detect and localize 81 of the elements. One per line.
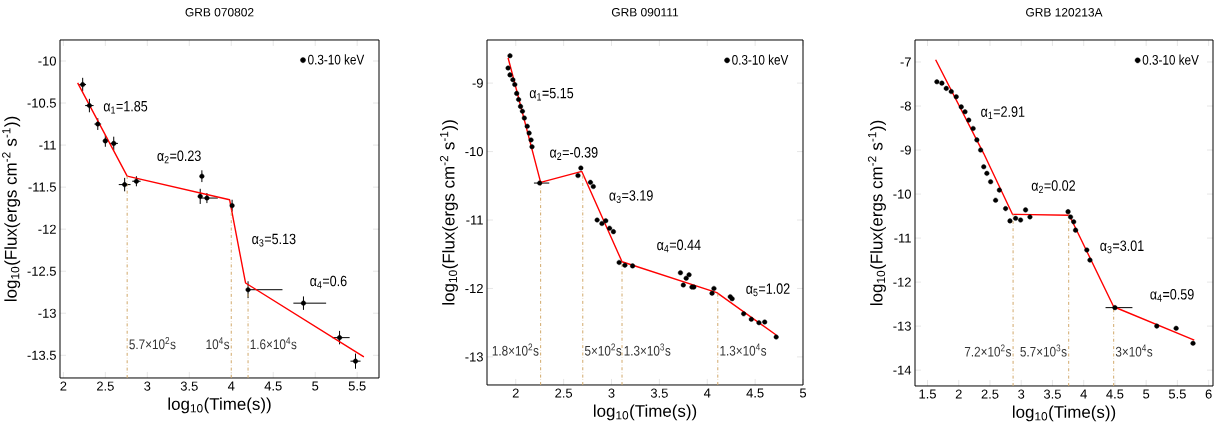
y-axis-title: log$_{10}$(Flux(ergs cm$^{-2}$ s$^{-1}$)) <box>2 116 21 302</box>
ref-line-label: 5×10$^{2}$s <box>584 343 622 356</box>
legend-label: 0.3-10 keV <box>1142 54 1199 65</box>
x-tick-label: 3.5 <box>650 388 668 398</box>
y-tick-label: -13 <box>893 321 911 331</box>
x-tick-label: 5 <box>312 381 319 391</box>
y-tick-label: -9 <box>472 78 483 88</box>
y-axis-title: log$_{10}$(Flux(ergs cm$^{-2}$ s$^{-1}$)) <box>439 120 458 305</box>
x-tick-label: 3.5 <box>180 381 198 391</box>
ref-line-label: 1.3×10$^{3}$s <box>624 343 671 356</box>
x-tick-label: 5.5 <box>1168 389 1186 399</box>
x-tick-label: 4 <box>703 388 711 398</box>
y-tick-label: -11 <box>466 215 483 225</box>
y-tick-label: -12.5 <box>27 266 56 276</box>
ref-line-label: 3×10$^{4}$s <box>1115 344 1153 357</box>
x-tick-label: 2 <box>512 388 519 398</box>
x-axis-title: log$_{10}$(Time(s)) <box>593 404 697 421</box>
legend-label: 0.3-10 keV <box>732 54 789 65</box>
annotation: α$_{1}$=2.91 <box>981 106 1025 119</box>
x-tick-label: 2.5 <box>555 388 573 398</box>
y-tick-label: -13.5 <box>27 350 56 360</box>
x-tick-label: 2 <box>60 381 67 391</box>
x-axis-title: log$_{10}$(Time(s)) <box>1012 405 1116 422</box>
y-tick-label: -12 <box>38 224 56 234</box>
annotation: α$_{3}$=3.19 <box>609 190 653 204</box>
y-tick-label: -10.5 <box>27 98 56 108</box>
y-tick-label: -11.5 <box>28 182 56 192</box>
annotation: α$_{2}$=0.02 <box>1031 180 1075 194</box>
x-tick-label: 6 <box>1205 389 1212 399</box>
ref-line-label: 10$^{4}$s <box>206 337 230 350</box>
y-tick-label: -13 <box>38 308 56 318</box>
y-tick-label: -10 <box>38 56 56 66</box>
x-tick-label: 2 <box>955 389 962 399</box>
y-tick-label: -10 <box>893 189 911 199</box>
x-tick-label: 3 <box>144 381 151 391</box>
annotation: α$_{3}$=3.01 <box>1100 240 1144 254</box>
annotation: α$_{1}$=5.15 <box>529 87 574 101</box>
x-axis-title: log$_{10}$(Time(s)) <box>168 397 271 414</box>
x-tick-label: 4 <box>227 381 235 391</box>
y-tick-label: -11 <box>894 233 911 243</box>
y-axis-title: log$_{10}$(Flux(ergs cm$^{-2}$ s$^{-1}$)) <box>867 120 886 306</box>
ref-line-label: 5.7×10$^{2}$s <box>129 337 176 350</box>
annotation: α$_{3}$=5.13 <box>252 233 296 247</box>
annotation: α$_{2}$=0.23 <box>157 150 201 164</box>
y-tick-label: -12 <box>893 277 911 287</box>
annotation: α$_{5}$=1.02 <box>746 283 790 297</box>
y-tick-label: -7 <box>900 57 911 67</box>
y-tick-label: -11 <box>39 140 56 150</box>
ref-line-label: 1.8×10$^{2}$s <box>492 343 539 356</box>
x-tick-label: 3 <box>608 388 615 398</box>
y-tick-label: -8 <box>900 101 911 111</box>
chart-title: GRB 090111 <box>611 8 679 17</box>
x-tick-label: 4.5 <box>264 381 282 391</box>
legend-label: 0.3-10 keV <box>308 54 365 65</box>
y-tick-label: -12 <box>465 283 483 293</box>
x-tick-label: 2.5 <box>981 389 999 399</box>
x-tick-label: 2.5 <box>97 381 114 391</box>
x-tick-label: 4.5 <box>1106 389 1124 399</box>
ref-line-label: 7.2×10$^{2}$s <box>964 344 1011 357</box>
ref-line-label: 1.6×10$^{4}$s <box>250 337 297 350</box>
annotation: α$_{4}$=0.59 <box>1150 288 1194 302</box>
annotation: α$_{4}$=0.6 <box>310 275 347 289</box>
x-tick-label: 4 <box>1080 389 1087 399</box>
x-tick-label: 3 <box>1018 389 1025 399</box>
x-tick-label: 5 <box>1143 389 1150 399</box>
annotation: α$_{1}$=1.85 <box>103 100 148 114</box>
x-tick-label: 1.5 <box>919 389 936 399</box>
chart-title: GRB 120213A <box>1026 8 1103 17</box>
annotation: α$_{2}$=-0.39 <box>550 147 598 160</box>
y-tick-label: -13 <box>465 352 483 362</box>
x-tick-label: 4.5 <box>746 388 764 398</box>
x-tick-label: 5.5 <box>348 381 366 391</box>
x-tick-label: 3.5 <box>1043 389 1061 399</box>
ref-line-label: 1.3×10$^{4}$s <box>720 343 767 356</box>
x-tick-label: 5 <box>799 388 807 398</box>
y-tick-label: -14 <box>893 365 912 375</box>
y-tick-label: -10 <box>465 146 483 157</box>
chart-title: GRB 070802 <box>185 8 254 17</box>
y-tick-label: -9 <box>900 145 911 155</box>
ref-line-label: 5.7×10$^{3}$s <box>1020 344 1067 357</box>
annotation: α$_{4}$=0.44 <box>657 239 701 253</box>
